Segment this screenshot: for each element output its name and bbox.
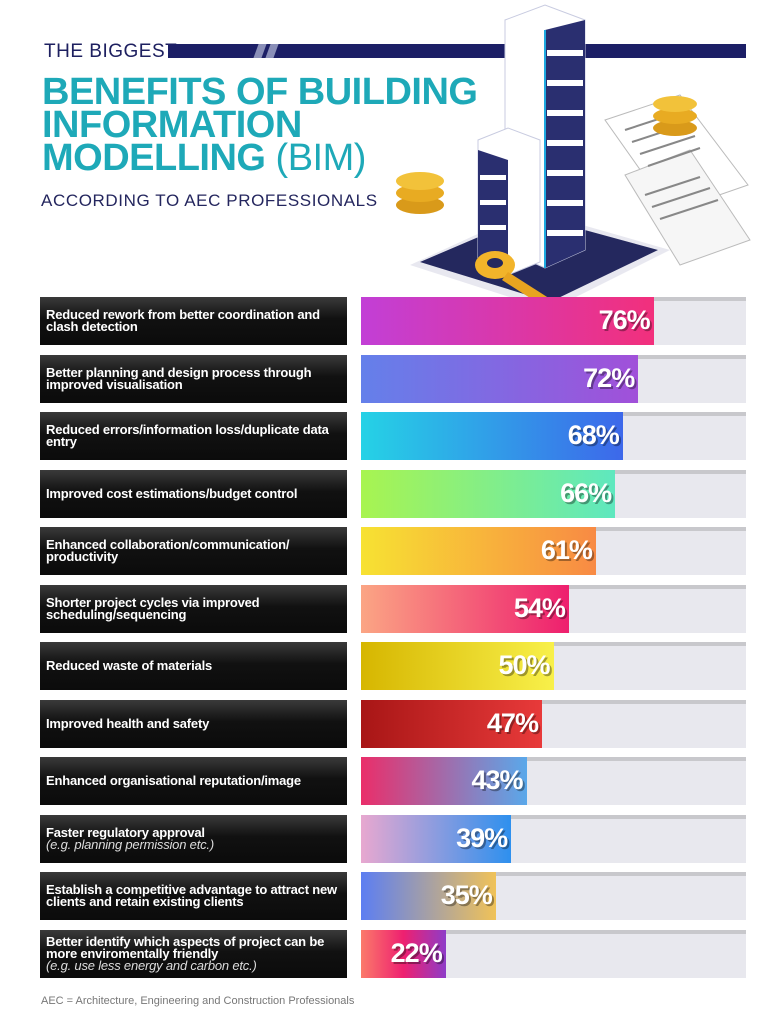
tall-building-icon [504,4,586,269]
category-label: Establish a competitive advantage to att… [40,872,347,920]
bar [361,699,542,748]
category-label: Enhanced organisational reputation/image [40,757,347,805]
bar-row: Reduced waste of materials 50% [40,642,746,690]
category-text: Shorter project cycles via improved sche… [46,594,260,622]
bar-row: Reduced rework from better coordination … [40,297,746,345]
header-rule [168,44,746,58]
rule-slash [253,44,267,58]
value-label: 68% [567,420,620,450]
bar [361,469,616,518]
category-label: Reduced errors/information loss/duplicat… [40,412,347,460]
bar-row: Reduced errors/information loss/duplicat… [40,412,746,460]
bar-row: Improved health and safety 47% [40,699,746,748]
category-text: Reduced rework from better coordination … [46,307,320,334]
bar [361,584,569,633]
bar [361,872,496,920]
bar-row: Enhanced organisational reputation/image… [40,757,746,805]
category-note: (e.g. use less energy and carbon etc.) [46,957,257,973]
bar [361,354,639,403]
value-label: 22% [390,937,443,968]
value-label: 76% [598,305,651,335]
bar-row: Better planning and design process throu… [40,354,746,403]
category-note: (e.g. planning permission etc.) [46,836,214,852]
category-text: Establish a competitive advantage to att… [46,882,337,909]
bar-row: Shorter project cycles via improved sche… [40,584,746,633]
bar [361,642,554,690]
category-text: Reduced errors/information loss/duplicat… [46,422,329,449]
category-label: Better identify which aspects of project… [40,929,347,978]
category-label: Reduced waste of materials [40,642,347,690]
value-label: 54% [513,592,566,623]
category-text: Enhanced collaboration/communication/ pr… [46,537,290,564]
category-text: Improved health and safety [46,715,210,731]
title-line: BENEFITS OF BUILDING [42,71,478,113]
title-thin: (BIM) [265,137,367,179]
title-bold: MODELLING [42,137,266,179]
bar [361,757,527,805]
title-line: INFORMATION [42,104,302,146]
value-label: 72% [583,362,635,393]
category-text: Better planning and design process throu… [46,364,312,392]
category-label: Shorter project cycles via improved sche… [40,584,347,633]
bar-row: Enhanced collaboration/communication/ pr… [40,527,746,575]
chart-title: BENEFITS OF BUILDING INFORMATION MODELLI… [42,71,478,177]
coins-icon [396,96,697,214]
bar [361,929,446,978]
bar [361,814,512,863]
value-label: 43% [471,765,524,795]
footnote: AEC = Architecture, Engineering and Cons… [41,995,355,1007]
category-label: Better planning and design process throu… [40,354,347,403]
value-label: 35% [440,880,493,910]
category-text: Faster regulatory approval [46,824,205,840]
short-building-icon [477,127,541,276]
bar-row: Establish a competitive advantage to att… [40,872,746,920]
bar-row: Faster regulatory approval (e.g. planning… [40,814,746,863]
category-text: Enhanced organisational reputation/image [46,773,301,788]
category-label: Improved health and safety [40,699,347,748]
category-text: Better identify which aspects of project… [46,933,325,961]
bar [361,527,596,575]
rule-slash [265,44,279,58]
kicker: THE BIGGEST [44,41,178,62]
title-line: MODELLING (BIM) [42,139,477,177]
value-label: 50% [498,650,550,680]
bar-row: Improved cost estimations/budget control… [40,469,746,518]
category-label: Enhanced collaboration/communication/ pr… [40,527,347,575]
category-label: Faster regulatory approval (e.g. planning… [40,814,347,863]
category-text: Reduced waste of materials [46,658,213,673]
category-label: Reduced rework from better coordination … [40,297,347,345]
value-label: 47% [486,707,539,738]
subtitle: ACCORDING TO AEC PROFESSIONALS [41,191,378,210]
value-label: 66% [560,477,612,508]
building-illustration [396,4,751,326]
category-label: Improved cost estimations/budget control [40,469,347,518]
bar [361,297,654,345]
value-label: 61% [540,535,593,565]
bar-row: Better identify which aspects of project… [40,929,746,978]
category-text: Improved cost estimations/budget control [46,485,298,501]
bar [361,412,623,460]
value-label: 39% [456,822,508,853]
